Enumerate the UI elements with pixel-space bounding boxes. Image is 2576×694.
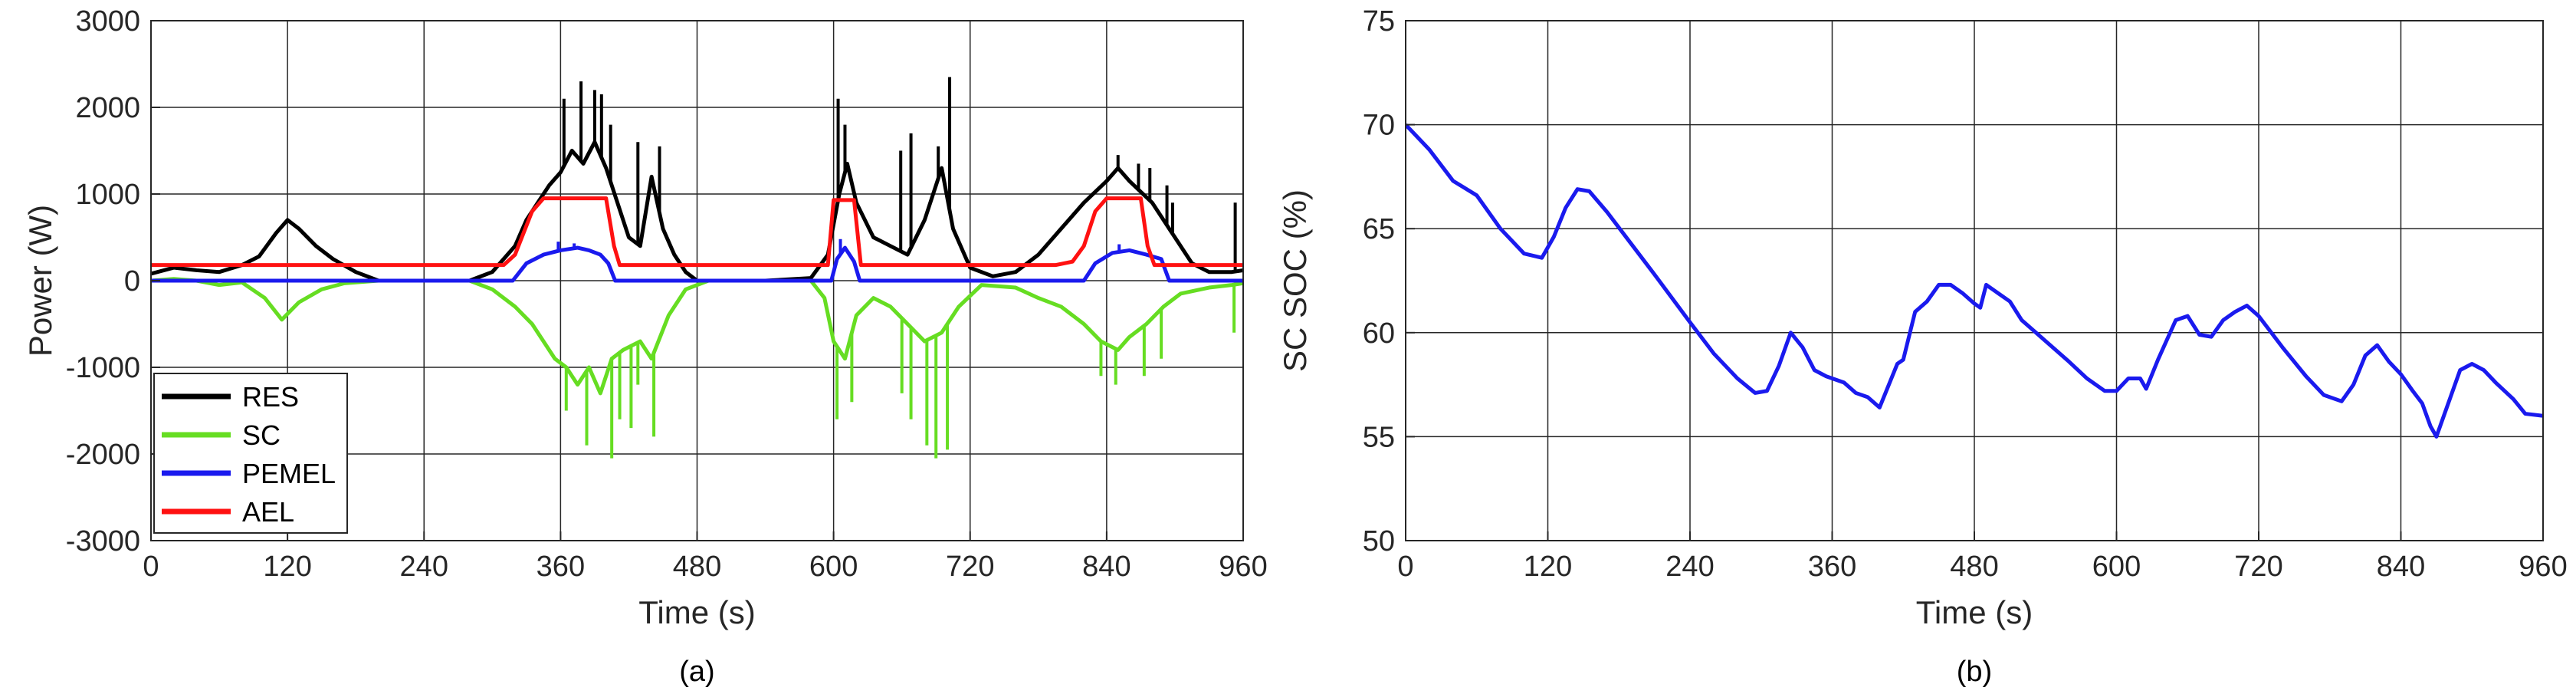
- y-tick-label: 60: [1363, 317, 1395, 350]
- soc-series-line: [1406, 123, 2543, 439]
- legend-label-pemel: PEMEL: [242, 458, 336, 489]
- x-axis-label: Time (s): [1916, 594, 2033, 630]
- y-tick-label: 55: [1363, 421, 1395, 453]
- x-tick-label: 840: [2377, 551, 2425, 583]
- y-tick-label: 0: [124, 265, 140, 298]
- legend-label-ael: AEL: [242, 496, 294, 528]
- y-axis-label: SC SOC (%): [1277, 189, 1313, 372]
- y-tick-label: -2000: [66, 439, 140, 471]
- x-tick-label: 600: [2092, 551, 2141, 583]
- y-tick-label: 75: [1363, 5, 1395, 38]
- x-tick-label: 120: [263, 551, 311, 583]
- y-tick-label: -1000: [66, 352, 140, 384]
- y-tick-label: 2000: [75, 92, 140, 124]
- y-tick-label: 3000: [75, 5, 140, 38]
- x-tick-label: 240: [400, 551, 448, 583]
- x-tick-label: 240: [1665, 551, 1714, 583]
- y-tick-label: 70: [1363, 110, 1395, 142]
- series-group: [151, 77, 1243, 459]
- res-series-line: [151, 140, 1243, 283]
- x-tick-label: 960: [2519, 551, 2567, 583]
- legend-label-res: RES: [242, 381, 299, 413]
- sc-series-line: [151, 277, 1243, 396]
- x-tick-label: 360: [1808, 551, 1856, 583]
- x-tick-label: 480: [1950, 551, 1998, 583]
- panel-a-power-chart: 0 120 240 360 480 600 720 840 960 -3000 -2000 -1000…: [22, 5, 1268, 688]
- y-tick-label: 50: [1363, 525, 1395, 558]
- x-tick-label: 360: [537, 551, 585, 583]
- y-tick-label: 1000: [75, 179, 140, 211]
- y-tick-label: -3000: [66, 525, 140, 558]
- legend-box: [153, 373, 348, 534]
- y-tick-label: 65: [1363, 213, 1395, 245]
- x-tick-label: 720: [946, 551, 994, 583]
- x-tick-label: 120: [1524, 551, 1572, 583]
- x-tick-label: 600: [809, 551, 858, 583]
- pemel-series-line: [151, 245, 1243, 283]
- x-tick-label: 0: [143, 551, 159, 583]
- legend: RES SC PEMEL AEL: [153, 373, 348, 534]
- panel-b-sc-soc-chart: 0 120 240 360 480 600 720 840 960 50 55 60 65 70 75 Tim…: [1277, 5, 2568, 688]
- x-tick-label: 960: [1219, 551, 1267, 583]
- ael-series-line: [151, 196, 1243, 268]
- x-tick-label: 840: [1082, 551, 1130, 583]
- legend-label-sc: SC: [242, 419, 281, 451]
- y-axis-label: Power (W): [22, 205, 58, 357]
- panel-caption: (a): [679, 656, 714, 688]
- series-group: [1406, 123, 2543, 439]
- x-axis-label: Time (s): [638, 594, 755, 630]
- x-tick-label: 480: [673, 551, 721, 583]
- x-tick-label: 720: [2234, 551, 2282, 583]
- x-tick-label: 0: [1397, 551, 1413, 583]
- panel-caption: (b): [1957, 656, 1992, 688]
